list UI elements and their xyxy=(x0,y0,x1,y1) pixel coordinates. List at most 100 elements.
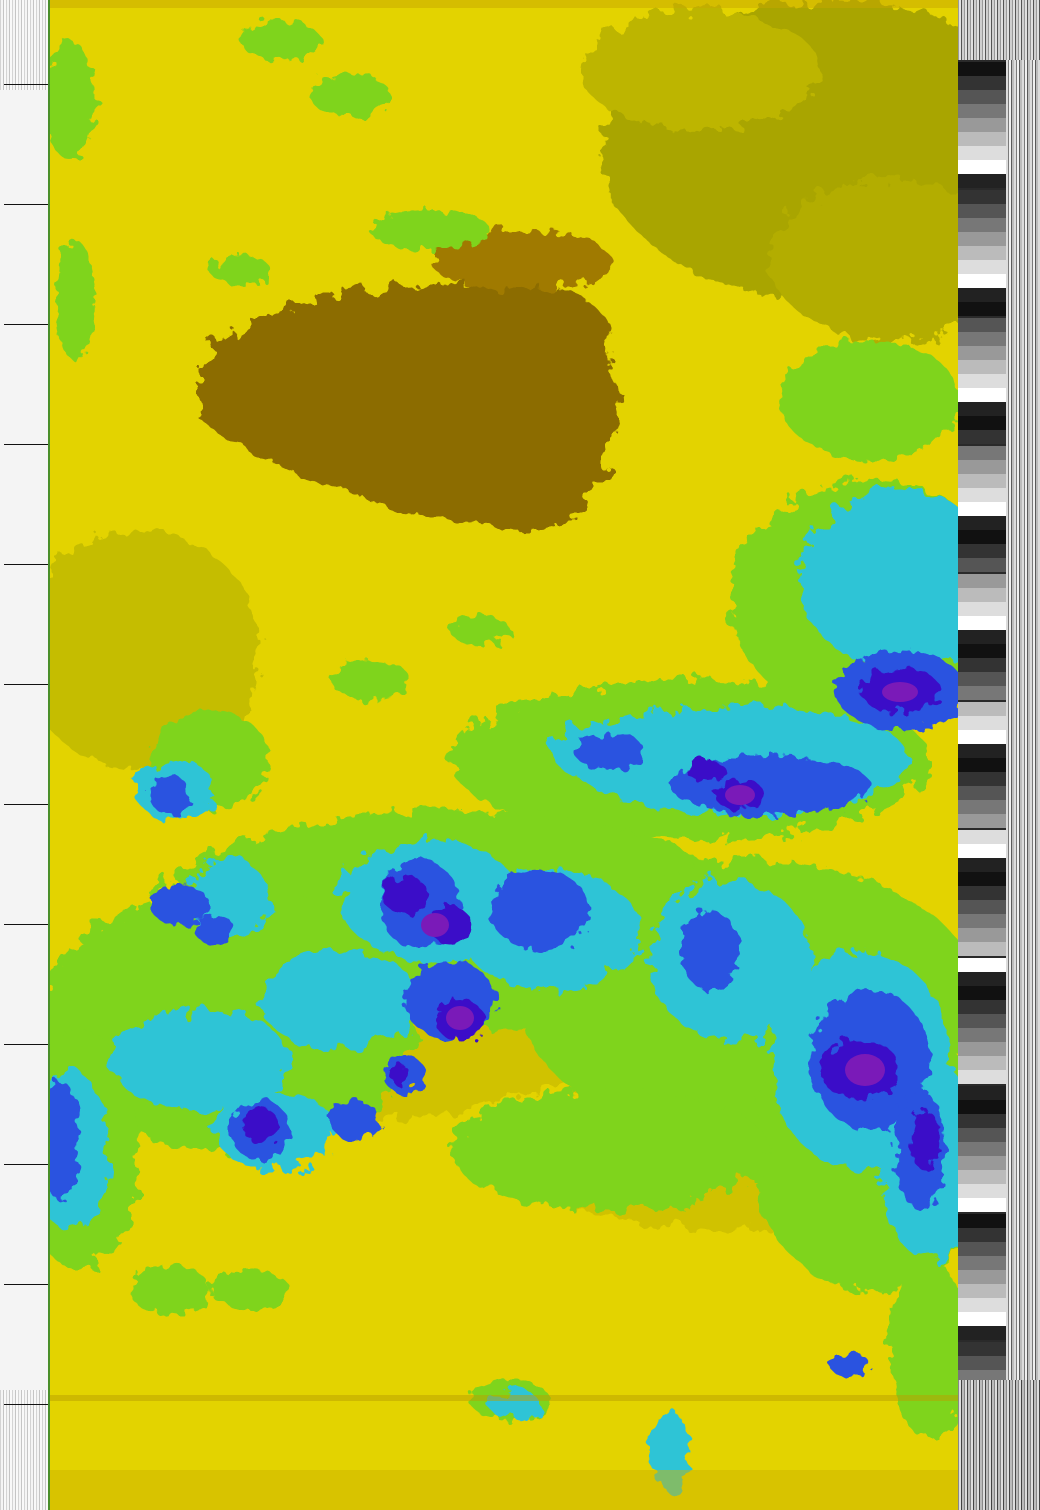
wedge-step xyxy=(958,288,1006,302)
wedge-step xyxy=(958,1270,1006,1284)
wedge-step xyxy=(958,630,1006,644)
wedge-step xyxy=(958,174,1006,188)
telemetry-tick xyxy=(4,684,50,685)
wedge-step xyxy=(958,1356,1006,1370)
wedge-step xyxy=(958,1198,1006,1212)
wedge-step xyxy=(958,132,1006,146)
telemetry-tick xyxy=(4,84,50,85)
wedge-step xyxy=(958,972,1006,986)
wedge-step xyxy=(958,1170,1006,1184)
wedge-step xyxy=(958,62,1006,76)
noise-row-top xyxy=(50,0,958,8)
wedge-step xyxy=(958,474,1006,488)
wedge-step xyxy=(958,318,1006,332)
noise-row-2 xyxy=(50,1470,958,1510)
wedge-step xyxy=(958,90,1006,104)
wedge-step xyxy=(958,872,1006,886)
wedge-step xyxy=(958,1086,1006,1100)
left-sync-strip xyxy=(0,0,50,1510)
wedge-step xyxy=(958,544,1006,558)
noise-row-1 xyxy=(50,1395,958,1401)
wedge-step xyxy=(958,1256,1006,1270)
wedge-step xyxy=(958,402,1006,416)
wedge-step xyxy=(958,786,1006,800)
wedge-step xyxy=(958,1184,1006,1198)
wedge-step xyxy=(958,302,1006,316)
wedge-step xyxy=(958,1142,1006,1156)
telemetry-lines xyxy=(1006,0,1040,1510)
wedge-step xyxy=(958,716,1006,730)
wedge-step xyxy=(958,616,1006,630)
wedge-step xyxy=(958,516,1006,530)
wedge-step xyxy=(958,1156,1006,1170)
wedge-step xyxy=(958,844,1006,858)
wedge-step xyxy=(958,1312,1006,1326)
sync-noise-bottom xyxy=(0,1390,50,1510)
wedge-step xyxy=(958,672,1006,686)
wedge-step xyxy=(958,1070,1006,1084)
wedge-step xyxy=(958,1342,1006,1356)
telemetry-tick xyxy=(4,444,50,445)
wedge-step xyxy=(958,1326,1006,1340)
wedge-step xyxy=(958,118,1006,132)
calibration-noise-bottom xyxy=(958,1380,1040,1510)
wedge-step xyxy=(958,160,1006,174)
wedge-step xyxy=(958,232,1006,246)
image-left-edge xyxy=(48,0,50,1510)
telemetry-tick xyxy=(4,324,50,325)
false-color-cloud-map xyxy=(50,0,958,1510)
wedge-step xyxy=(958,1028,1006,1042)
wedge-step xyxy=(958,658,1006,672)
wedge-step xyxy=(958,730,1006,744)
telemetry-tick xyxy=(4,564,50,565)
wedge-step xyxy=(958,772,1006,786)
wedge-step xyxy=(958,530,1006,544)
wedge-step xyxy=(958,104,1006,118)
wedge-step xyxy=(958,830,1006,844)
wedge-step xyxy=(958,1014,1006,1028)
wedge-step xyxy=(958,574,1006,588)
wedge-step xyxy=(958,488,1006,502)
wedge-step xyxy=(958,858,1006,872)
telemetry-tick xyxy=(4,1404,50,1405)
telemetry-tick xyxy=(4,204,50,205)
wedge-step xyxy=(958,76,1006,90)
wedge-step xyxy=(958,1056,1006,1070)
wedge-step xyxy=(958,1242,1006,1256)
wedge-step xyxy=(958,446,1006,460)
wedge-step xyxy=(958,1128,1006,1142)
telemetry-tick xyxy=(4,924,50,925)
wedge-step xyxy=(958,260,1006,274)
wedge-step xyxy=(958,246,1006,260)
wedge-step xyxy=(958,644,1006,658)
wedge-step xyxy=(958,1114,1006,1128)
wedge-step xyxy=(958,1100,1006,1114)
wedge-step xyxy=(958,800,1006,814)
wedge-step xyxy=(958,744,1006,758)
wedge-step xyxy=(958,360,1006,374)
wedge-step xyxy=(958,430,1006,444)
wedge-step xyxy=(958,190,1006,204)
wedge-step xyxy=(958,986,1006,1000)
telemetry-tick xyxy=(4,804,50,805)
wedge-step xyxy=(958,1298,1006,1312)
telemetry-tick xyxy=(4,1044,50,1045)
wedge-step xyxy=(958,686,1006,700)
wedge-step xyxy=(958,588,1006,602)
telemetry-tick xyxy=(4,1164,50,1165)
wedge-step xyxy=(958,274,1006,288)
satellite-image xyxy=(50,0,958,1510)
wedge-step xyxy=(958,460,1006,474)
wedge-step xyxy=(958,502,1006,516)
wedge-step xyxy=(958,204,1006,218)
low-cloud-scatter xyxy=(50,20,958,1420)
sync-noise-top xyxy=(0,0,50,90)
wedge-step xyxy=(958,146,1006,160)
wedge-step xyxy=(958,928,1006,942)
wedge-step xyxy=(958,1284,1006,1298)
wedge-step xyxy=(958,332,1006,346)
wedge-step xyxy=(958,758,1006,772)
wedge-step xyxy=(958,1000,1006,1014)
wedge-step xyxy=(958,702,1006,716)
wedge-step xyxy=(958,602,1006,616)
